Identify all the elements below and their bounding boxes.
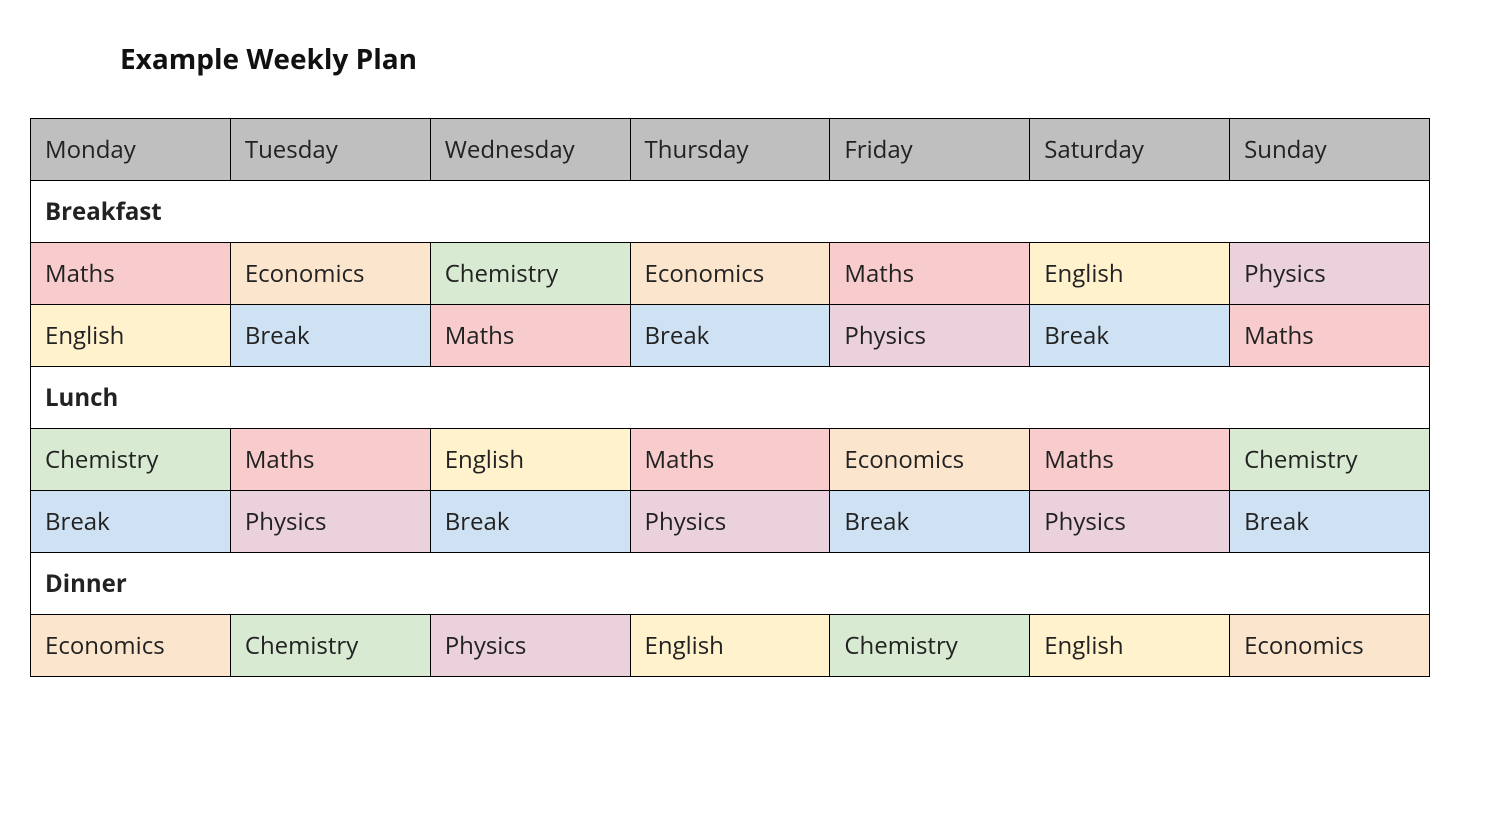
slot-cell: Break [830,491,1030,553]
table-row: BreakPhysicsBreakPhysicsBreakPhysicsBrea… [31,491,1430,553]
header-row: MondayTuesdayWednesdayThursdayFridaySatu… [31,119,1430,181]
slot-cell: Physics [630,491,830,553]
slot-cell: English [1030,615,1230,677]
slot-cell: Break [31,491,231,553]
slot-cell: Maths [830,243,1030,305]
slot-cell: Physics [830,305,1030,367]
day-header: Friday [830,119,1030,181]
section-label: Lunch [31,367,1430,429]
slot-cell: Economics [31,615,231,677]
day-header: Sunday [1230,119,1430,181]
slot-cell: Maths [630,429,830,491]
slot-cell: Physics [430,615,630,677]
slot-cell: Break [1230,491,1430,553]
slot-cell: Maths [230,429,430,491]
section-row: Breakfast [31,181,1430,243]
weekly-plan-table: MondayTuesdayWednesdayThursdayFridaySatu… [30,118,1430,677]
slot-cell: Maths [1230,305,1430,367]
slot-cell: English [630,615,830,677]
slot-cell: English [1030,243,1230,305]
day-header: Thursday [630,119,830,181]
slot-cell: Economics [230,243,430,305]
slot-cell: Physics [1030,491,1230,553]
slot-cell: Break [630,305,830,367]
table-row: ChemistryMathsEnglishMathsEconomicsMaths… [31,429,1430,491]
day-header: Monday [31,119,231,181]
day-header: Saturday [1030,119,1230,181]
slot-cell: Maths [31,243,231,305]
slot-cell: Break [230,305,430,367]
slot-cell: Physics [1230,243,1430,305]
slot-cell: English [430,429,630,491]
slot-cell: Chemistry [230,615,430,677]
slot-cell: Maths [1030,429,1230,491]
section-label: Dinner [31,553,1430,615]
slot-cell: Chemistry [830,615,1030,677]
table-row: MathsEconomicsChemistryEconomicsMathsEng… [31,243,1430,305]
slot-cell: Chemistry [430,243,630,305]
table-row: EconomicsChemistryPhysicsEnglishChemistr… [31,615,1430,677]
day-header: Tuesday [230,119,430,181]
section-row: Dinner [31,553,1430,615]
slot-cell: Physics [230,491,430,553]
section-row: Lunch [31,367,1430,429]
day-header: Wednesday [430,119,630,181]
table-row: EnglishBreakMathsBreakPhysicsBreakMaths [31,305,1430,367]
slot-cell: English [31,305,231,367]
slot-cell: Maths [430,305,630,367]
slot-cell: Economics [830,429,1030,491]
slot-cell: Economics [630,243,830,305]
page-title: Example Weekly Plan [120,40,1474,78]
slot-cell: Economics [1230,615,1430,677]
slot-cell: Chemistry [1230,429,1430,491]
slot-cell: Chemistry [31,429,231,491]
section-label: Breakfast [31,181,1430,243]
slot-cell: Break [430,491,630,553]
slot-cell: Break [1030,305,1230,367]
